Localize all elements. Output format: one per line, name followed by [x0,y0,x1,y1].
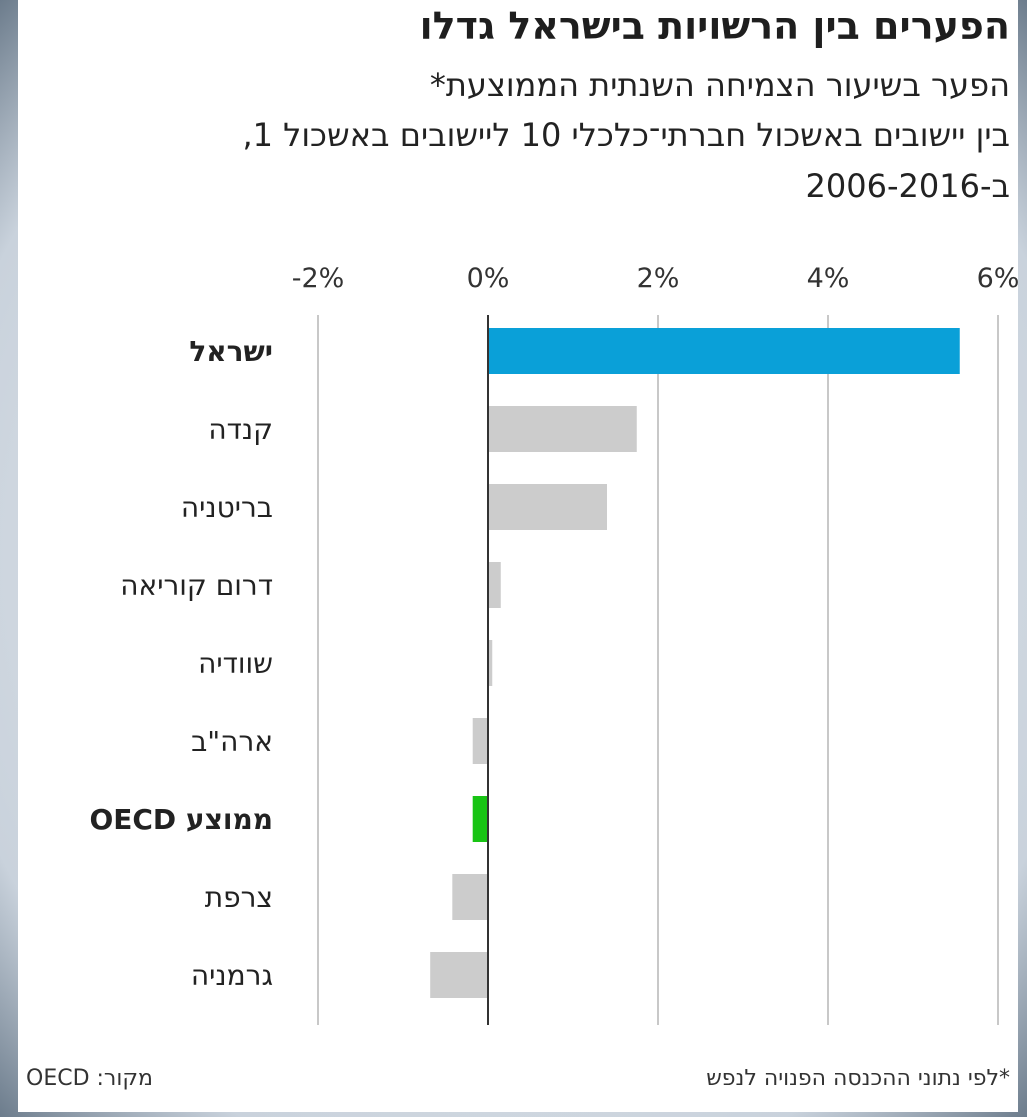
footnote: *לפי נתוני ההכנסה הפנויה לנפש [706,1066,1010,1091]
bar [452,874,488,920]
bar [430,952,488,998]
category-label: ממוצע OECD [89,803,273,836]
bar [472,796,488,842]
x-tick-label: 4% [807,263,850,294]
category-label: ארה"ב [191,725,273,758]
category-label: שוודיה [198,647,273,680]
chart-title: הפערים בין הרשויות בישראל גדלו [419,4,1010,48]
x-tick-label: -2% [292,263,345,294]
chart-subtitle-line-2: בין יישובים באשכול חברתי־כלכלי 10 ליישוב… [242,116,1010,154]
x-tick-label: 0% [467,263,510,294]
bar [488,640,493,686]
chart-subtitle-line-1: הפער בשיעור הצמיחה השנתית הממוצעת* [429,66,1010,104]
category-label: קנדה [208,413,273,446]
category-label: צרפת [205,881,273,914]
bar [488,406,637,452]
bar [472,718,488,764]
category-label: ישראל [189,335,273,368]
x-tick-label: 6% [977,263,1018,294]
category-label: גרמניה [191,959,273,992]
category-label: דרום קוריאה [120,569,273,602]
chart-card: הפערים בין הרשויות בישראל גדלו הפער בשיע… [18,0,1018,1112]
bar [488,484,607,530]
category-label: בריטניה [181,491,273,524]
bar [488,562,501,608]
chart-subtitle-line-3: ב-2006-2016 [805,167,1010,205]
x-tick-label: 2% [637,263,680,294]
bar [488,328,960,374]
source-label: מקור: OECD [26,1066,153,1091]
bar-chart: -2% 0% 2% 4% 6% ישראל קנדה בריטניה דרום קוריאה שו… [89,263,1018,1025]
